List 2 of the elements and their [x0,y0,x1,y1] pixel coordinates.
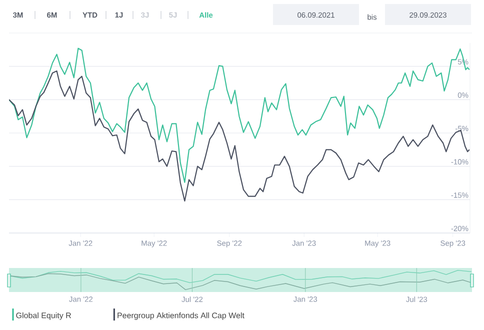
legend-label: Global Equity R [16,312,72,320]
legend-label: Peergroup Aktienfonds All Cap Welt [118,312,244,320]
